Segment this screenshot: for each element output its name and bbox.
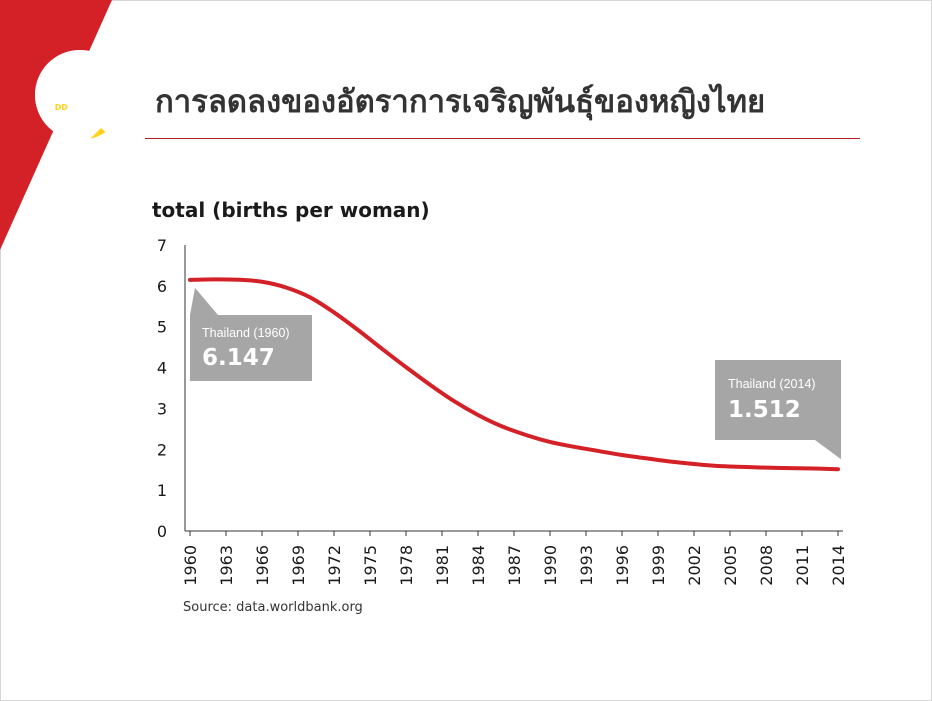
x-tick-label: 2014 xyxy=(829,545,848,586)
y-tick-label: 1 xyxy=(157,481,167,500)
x-tick-label: 1978 xyxy=(397,545,416,586)
x-tick-label: 2002 xyxy=(685,545,704,586)
x-tick-label: 2011 xyxy=(793,545,812,586)
callout-box xyxy=(715,360,841,440)
callout-value: 6.147 xyxy=(202,345,275,371)
brand-wordmark: DDproperty xyxy=(54,103,106,112)
y-tick-label: 7 xyxy=(157,236,167,255)
brand-suffix: property xyxy=(67,103,106,112)
series-line xyxy=(188,277,840,472)
x-tick-label: 2005 xyxy=(721,545,740,586)
x-tick-label: 1987 xyxy=(505,545,524,586)
x-tick-label: 1999 xyxy=(649,545,668,586)
x-tick-label: 1996 xyxy=(613,545,632,586)
x-tick-label: 2008 xyxy=(757,545,776,586)
callout-value: 1.512 xyxy=(728,397,801,423)
callout-label: Thailand (1960) xyxy=(202,326,290,340)
callout-2014: Thailand (2014) 1.512 xyxy=(715,360,841,460)
house-logo-icon xyxy=(35,50,125,140)
x-tick-label: 1966 xyxy=(253,545,272,586)
y-tick-label: 6 xyxy=(157,277,167,296)
x-tick-label: 1990 xyxy=(541,545,560,586)
y-tick-label: 4 xyxy=(157,359,167,378)
source-note: Source: data.worldbank.org xyxy=(183,600,363,615)
x-tick-label: 1960 xyxy=(181,545,200,586)
callout-pointer xyxy=(190,287,218,315)
callout-1960: Thailand (1960) 6.147 xyxy=(190,287,312,381)
callout-box xyxy=(190,315,312,381)
callout-pointer xyxy=(815,440,841,460)
x-tick-label: 1993 xyxy=(577,545,596,586)
x-tick-label: 1981 xyxy=(433,545,452,586)
y-tick-label: 3 xyxy=(157,399,167,418)
y-axis-label: total (births per woman) xyxy=(152,198,430,222)
brand-prefix: DD xyxy=(54,103,68,112)
callout-label: Thailand (2014) xyxy=(728,377,816,391)
title-divider xyxy=(145,138,860,139)
y-tick-label: 5 xyxy=(157,318,167,337)
x-tick-label: 1975 xyxy=(361,545,380,586)
x-tick-label: 1963 xyxy=(217,545,236,586)
y-tick-label: 2 xyxy=(157,440,167,459)
page-title: การลดลงของอัตราการเจริญพันธุ์ของหญิงไทย xyxy=(155,84,766,120)
x-tick-label: 1972 xyxy=(325,545,344,586)
x-tick-label: 1969 xyxy=(289,545,308,586)
y-tick-label: 0 xyxy=(157,522,167,541)
x-tick-label: 1984 xyxy=(469,545,488,586)
